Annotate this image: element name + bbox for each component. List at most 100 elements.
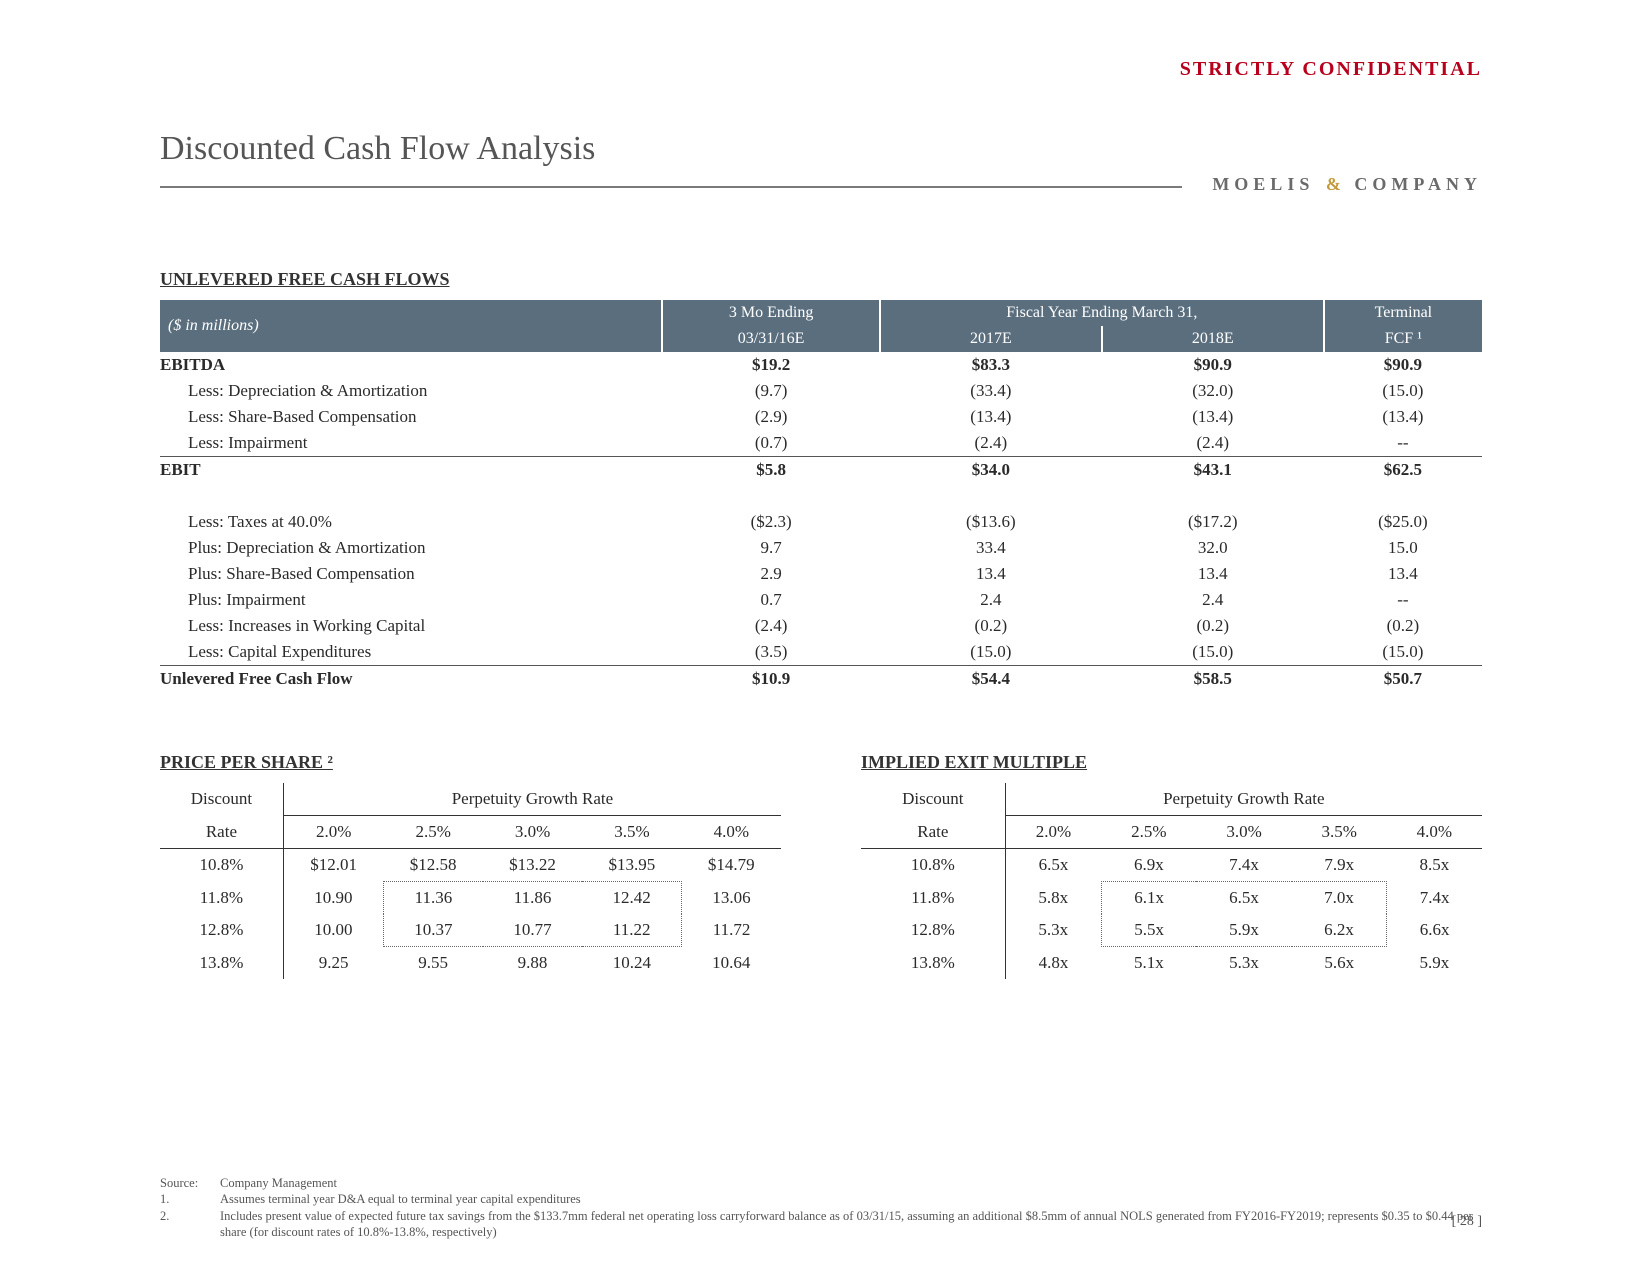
cell: 9.7 xyxy=(662,535,880,561)
footnote-1-text: Assumes terminal year D&A equal to termi… xyxy=(220,1191,581,1207)
title-row: Discounted Cash Flow Analysis xyxy=(160,130,1482,174)
cell: $83.3 xyxy=(880,352,1102,378)
cell: (13.4) xyxy=(1102,404,1324,430)
cell: 6.5x xyxy=(1005,849,1101,882)
page-title: Discounted Cash Flow Analysis xyxy=(160,130,595,168)
col-2018e: 2018E xyxy=(1102,326,1324,352)
cell: 5.9x xyxy=(1387,947,1482,980)
cell: $12.01 xyxy=(283,849,383,882)
cell: (0.2) xyxy=(1324,613,1482,639)
row-header: 11.8% xyxy=(861,882,1005,915)
table-row: 11.8%5.8x6.1x6.5x7.0x7.4x xyxy=(861,882,1482,915)
row-label: Unlevered Free Cash Flow xyxy=(160,666,662,693)
title-rule xyxy=(160,186,1182,188)
cell: $54.4 xyxy=(880,666,1102,693)
row-header: 13.8% xyxy=(160,947,283,980)
axis-left-label: Discount xyxy=(160,783,283,816)
cell: 4.8x xyxy=(1005,947,1101,980)
footnote-source-label: Source: xyxy=(160,1175,208,1191)
cell: $50.7 xyxy=(1324,666,1482,693)
cell: 13.4 xyxy=(880,561,1102,587)
cell: 9.25 xyxy=(283,947,383,980)
table-row: 13.8%9.259.559.8810.2410.64 xyxy=(160,947,781,980)
axis-left-label-2: Rate xyxy=(861,816,1005,849)
cell: ($17.2) xyxy=(1102,509,1324,535)
cell: 13.06 xyxy=(682,882,781,915)
table-row: 12.8%10.0010.3710.7711.2211.72 xyxy=(160,914,781,947)
cell: 5.5x xyxy=(1101,914,1196,947)
price-per-share-table: DiscountPerpetuity Growth RateRate2.0%2.… xyxy=(160,783,781,979)
cell: 6.6x xyxy=(1387,914,1482,947)
col-header: 3.0% xyxy=(1196,816,1291,849)
cell: $34.0 xyxy=(880,457,1102,484)
brand-text-right: COMPANY xyxy=(1354,174,1482,194)
table-row: Less: Share-Based Compensation(2.9)(13.4… xyxy=(160,404,1482,430)
cell: 9.55 xyxy=(384,947,483,980)
row-header: 11.8% xyxy=(160,882,283,915)
cell: 10.90 xyxy=(283,882,383,915)
cell: (15.0) xyxy=(880,639,1102,666)
cell: 6.1x xyxy=(1101,882,1196,915)
axis-top-label: Perpetuity Growth Rate xyxy=(283,783,781,816)
cell: (2.4) xyxy=(662,613,880,639)
cell: 2.9 xyxy=(662,561,880,587)
cell: (9.7) xyxy=(662,378,880,404)
cashflow-table: ($ in millions) 3 Mo Ending Fiscal Year … xyxy=(160,300,1482,692)
footnote-2-text: Includes present value of expected futur… xyxy=(220,1208,1482,1241)
price-per-share-block: PRICE PER SHARE ² DiscountPerpetuity Gro… xyxy=(160,752,781,979)
footnote-source-text: Company Management xyxy=(220,1175,337,1191)
row-header: 12.8% xyxy=(160,914,283,947)
footnote-2-label: 2. xyxy=(160,1208,208,1241)
col-header: 4.0% xyxy=(682,816,781,849)
cell: $43.1 xyxy=(1102,457,1324,484)
col-2016e: 03/31/16E xyxy=(662,326,880,352)
col-2017e: 2017E xyxy=(880,326,1102,352)
cell: $90.9 xyxy=(1324,352,1482,378)
table-row: 12.8%5.3x5.5x5.9x6.2x6.6x xyxy=(861,914,1482,947)
col-group-3mo: 3 Mo Ending xyxy=(662,300,880,326)
cell: 11.86 xyxy=(483,882,582,915)
cell: (13.4) xyxy=(880,404,1102,430)
row-header: 13.8% xyxy=(861,947,1005,980)
table-row: Less: Capital Expenditures(3.5)(15.0)(15… xyxy=(160,639,1482,666)
col-header: 3.5% xyxy=(1292,816,1387,849)
cell: 5.6x xyxy=(1292,947,1387,980)
cell: ($25.0) xyxy=(1324,509,1482,535)
cell: 13.4 xyxy=(1102,561,1324,587)
table-row: 13.8%4.8x5.1x5.3x5.6x5.9x xyxy=(861,947,1482,980)
cell: 5.1x xyxy=(1101,947,1196,980)
row-header: 12.8% xyxy=(861,914,1005,947)
footnotes: Source: Company Management 1. Assumes te… xyxy=(160,1175,1482,1240)
table-row: EBIT$5.8$34.0$43.1$62.5 xyxy=(160,457,1482,484)
table-row: Less: Increases in Working Capital(2.4)(… xyxy=(160,613,1482,639)
cell: 2.4 xyxy=(880,587,1102,613)
table-row: Plus: Share-Based Compensation2.913.413.… xyxy=(160,561,1482,587)
row-label: EBIT xyxy=(160,457,662,484)
cell: $90.9 xyxy=(1102,352,1324,378)
cell: 10.24 xyxy=(582,947,681,980)
cell: 9.88 xyxy=(483,947,582,980)
table-row: 10.8%$12.01$12.58$13.22$13.95$14.79 xyxy=(160,849,781,882)
section-label-ufcf: UNLEVERED FREE CASH FLOWS xyxy=(160,269,1482,290)
cell: 11.72 xyxy=(682,914,781,947)
cell: (15.0) xyxy=(1102,639,1324,666)
units-cell: ($ in millions) xyxy=(160,300,662,352)
cell: 8.5x xyxy=(1387,849,1482,882)
cell: 11.36 xyxy=(384,882,483,915)
cell: (15.0) xyxy=(1324,639,1482,666)
col-header: 3.5% xyxy=(582,816,681,849)
col-group-fy: Fiscal Year Ending March 31, xyxy=(880,300,1324,326)
cell: $12.58 xyxy=(384,849,483,882)
cell: 5.8x xyxy=(1005,882,1101,915)
table-row: Unlevered Free Cash Flow$10.9$54.4$58.5$… xyxy=(160,666,1482,693)
table-row: Less: Depreciation & Amortization(9.7)(3… xyxy=(160,378,1482,404)
row-label: EBITDA xyxy=(160,352,662,378)
cell: 10.64 xyxy=(682,947,781,980)
cell: (2.4) xyxy=(880,430,1102,457)
cell: (2.4) xyxy=(1102,430,1324,457)
table-row: Plus: Depreciation & Amortization9.733.4… xyxy=(160,535,1482,561)
cell: ($13.6) xyxy=(880,509,1102,535)
cell: $19.2 xyxy=(662,352,880,378)
implied-multiple-block: IMPLIED EXIT MULTIPLE DiscountPerpetuity… xyxy=(861,752,1482,979)
table-row: Plus: Impairment0.72.42.4-- xyxy=(160,587,1482,613)
